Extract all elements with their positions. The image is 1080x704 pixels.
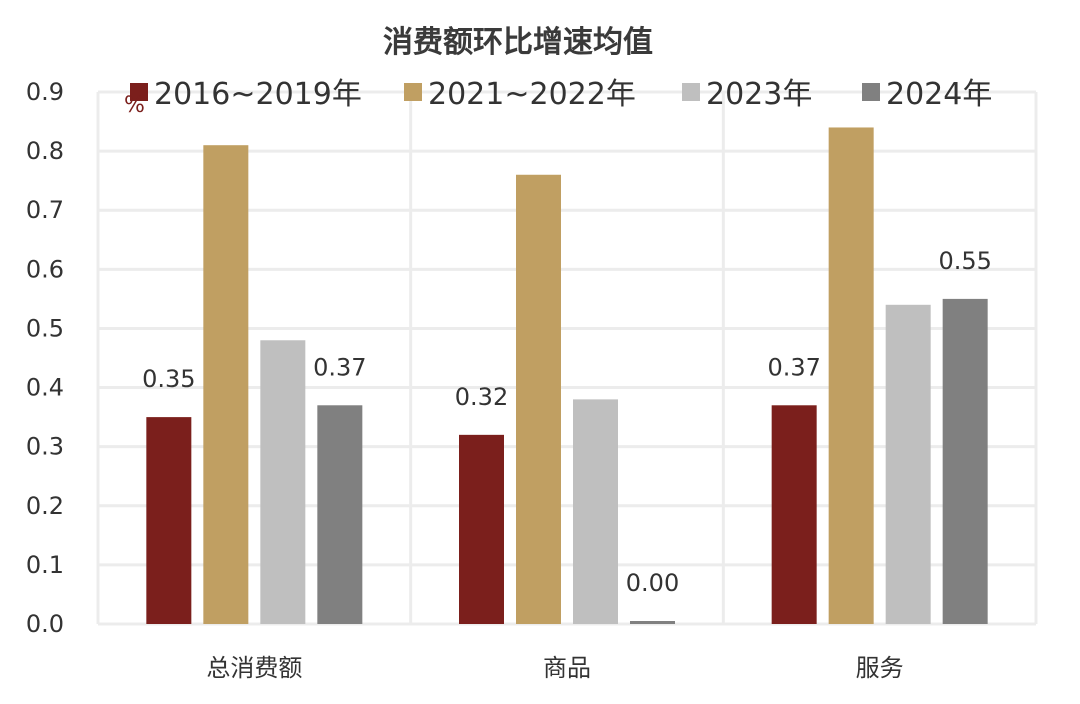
data-label: 0.35 — [142, 365, 195, 393]
y-tick-label: 0.5 — [26, 314, 64, 342]
legend-label: 2024年 — [886, 77, 992, 112]
data-label: 0.55 — [938, 247, 991, 275]
bar — [203, 145, 249, 624]
bar — [885, 304, 931, 624]
data-label: 0.00 — [626, 569, 679, 597]
y-tick-label: 0.4 — [26, 374, 64, 402]
legend-label: 2016~2019年 — [154, 77, 362, 112]
y-tick-label: 0.6 — [26, 255, 64, 283]
x-category-label: 商品 — [543, 654, 591, 682]
x-category-label: 总消费额 — [206, 654, 302, 682]
y-unit-label: % — [124, 93, 145, 118]
bar — [260, 340, 306, 624]
legend-swatch — [130, 83, 148, 101]
gridlines — [96, 90, 1038, 626]
y-tick-label: 0.3 — [26, 433, 64, 461]
legend-swatch — [862, 83, 880, 101]
bar — [573, 399, 618, 624]
bar — [630, 621, 675, 624]
bar — [942, 298, 988, 624]
y-tick-label: 0.9 — [26, 78, 64, 106]
data-label: 0.32 — [455, 383, 508, 411]
y-tick-label: 0.7 — [26, 196, 64, 224]
chart-title: 消费额环比增速均值 — [383, 25, 653, 60]
legend-label: 2023年 — [706, 77, 812, 112]
y-tick-label: 0.2 — [26, 492, 64, 520]
legend-swatch — [682, 83, 700, 101]
bars — [146, 127, 988, 624]
x-category-label: 服务 — [856, 654, 904, 682]
data-labels: 0.35 0.37 0.32 0.00 0.37 0.55 — [142, 247, 992, 597]
y-tick-label: 0.8 — [26, 137, 64, 165]
x-axis-categories: 总消费额 商品 服务 — [206, 654, 903, 682]
legend-swatch — [404, 83, 422, 101]
bar — [317, 405, 363, 624]
legend-label: 2021~2022年 — [428, 77, 636, 112]
y-tick-label: 0.1 — [26, 551, 64, 579]
bar — [771, 405, 817, 624]
bar — [828, 127, 874, 624]
bar — [459, 434, 504, 624]
bar — [516, 174, 561, 624]
y-axis-ticks: 0.0 0.1 0.2 0.3 0.4 0.5 0.6 0.7 0.8 0.9 — [26, 78, 64, 638]
data-label: 0.37 — [313, 353, 366, 381]
data-label: 0.37 — [767, 353, 820, 381]
bar — [146, 417, 192, 624]
y-tick-label: 0.0 — [26, 610, 64, 638]
legend: 2016~2019年 2021~2022年 2023年 2024年 — [130, 77, 992, 112]
